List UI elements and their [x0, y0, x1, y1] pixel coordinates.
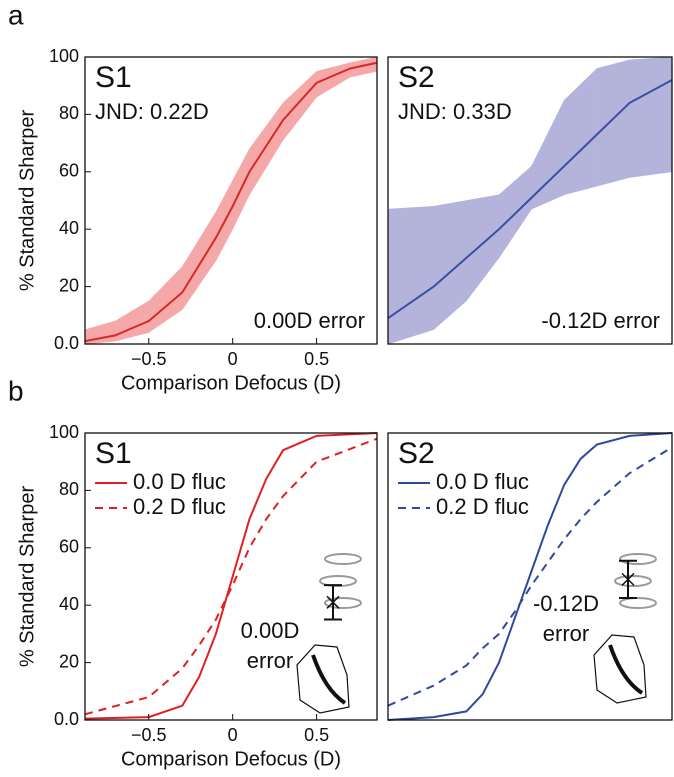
x-tick-label: 0.5	[304, 349, 329, 369]
head-band	[311, 654, 347, 705]
curve	[387, 446, 673, 707]
y-tick-label: 20	[59, 651, 79, 671]
subject-label: S2	[398, 61, 435, 94]
bootstrap-band	[466, 194, 500, 302]
x-axis-label: Comparison Defocus (D)	[121, 372, 341, 394]
y-tick-label: 40	[59, 594, 79, 614]
lens-icon	[324, 553, 362, 565]
y-tick-label: 100	[49, 46, 79, 66]
axes-frame	[387, 56, 673, 345]
axes-frame	[387, 432, 673, 721]
bootstrap-band	[148, 265, 183, 333]
legend-label: 0.0 D fluc	[436, 469, 529, 494]
axes-frame	[84, 56, 378, 345]
bootstrap-band	[182, 211, 217, 311]
subject-label: S1	[95, 61, 132, 94]
jnd-label: JND: 0.33D	[398, 99, 512, 124]
bootstrap-band	[249, 102, 284, 196]
head-band	[608, 644, 644, 695]
legend-label: 0.2 D fluc	[133, 494, 226, 519]
x-tick-label: −0.5	[131, 349, 167, 369]
x-tick-label: 0.5	[304, 725, 329, 745]
bootstrap-band	[564, 67, 598, 196]
subject-label: S1	[95, 437, 132, 470]
lens-icon	[324, 597, 362, 609]
curve	[387, 432, 673, 721]
error-annotation: -0.12D error	[541, 308, 660, 333]
curve	[387, 79, 673, 319]
error-center	[326, 595, 340, 609]
y-tick-label: 20	[59, 275, 79, 295]
curve	[84, 432, 378, 720]
legend-label: 0.2 D fluc	[436, 494, 529, 519]
y-tick-label: 40	[59, 218, 79, 238]
error-annotation: error	[543, 621, 589, 646]
y-tick-label: 60	[59, 537, 79, 557]
y-tick-label: 0.0	[54, 709, 79, 729]
x-axis-label: Comparison Defocus (D)	[121, 748, 341, 770]
bootstrap-band	[387, 205, 434, 345]
error-annotation: 0.00D	[241, 618, 300, 643]
subject-label: S2	[398, 437, 435, 470]
bootstrap-band	[114, 300, 150, 342]
x-tick-label: 0	[228, 349, 238, 369]
bootstrap-band	[498, 165, 532, 259]
y-tick-label: 60	[59, 161, 79, 181]
bootstrap-band	[433, 200, 467, 331]
error-annotation: error	[247, 648, 293, 673]
error-annotation: 0.00D error	[254, 308, 365, 333]
lens-icon	[619, 597, 657, 609]
y-axis-label: % Standard Sharper	[16, 486, 38, 668]
bootstrap-band	[629, 56, 673, 178]
legend-label: 0.0 D fluc	[133, 469, 226, 494]
y-tick-label: 100	[49, 422, 79, 442]
bootstrap-band	[596, 59, 630, 187]
y-tick-label: 80	[59, 479, 79, 499]
lens-icon	[619, 553, 657, 565]
curve	[84, 437, 378, 716]
jnd-label: JND: 0.22D	[95, 99, 209, 124]
error-annotation: -0.12D	[533, 591, 599, 616]
y-axis-label: % Standard Sharper	[16, 110, 38, 292]
y-tick-label: 80	[59, 103, 79, 123]
x-tick-label: 0	[228, 725, 238, 745]
curve	[84, 61, 378, 343]
bootstrap-band	[282, 70, 317, 141]
error-center	[621, 572, 635, 586]
panel-label: a	[8, 0, 24, 30]
panel-label: b	[8, 375, 24, 406]
x-tick-label: −0.5	[131, 725, 167, 745]
lens-icon	[614, 575, 652, 587]
axes-frame	[84, 432, 378, 721]
y-tick-label: 0.0	[54, 333, 79, 353]
